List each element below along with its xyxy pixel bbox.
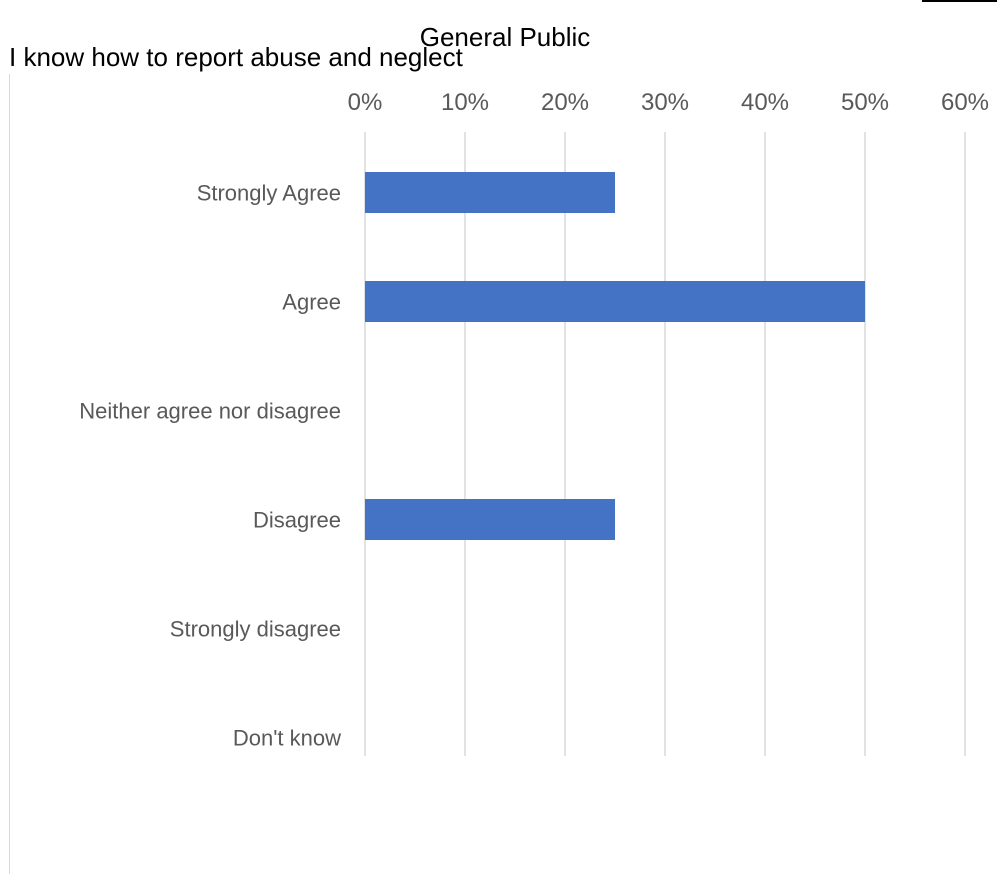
- category-label: Disagree: [253, 508, 341, 533]
- category-labels: Strongly Agree Agree Neither agree nor dis…: [79, 181, 341, 751]
- x-tick-label: 40%: [741, 89, 789, 116]
- category-label: Agree: [282, 290, 341, 315]
- x-tick-label: 50%: [841, 89, 889, 116]
- bar: [365, 172, 615, 213]
- category-label: Strongly disagree: [170, 617, 341, 642]
- x-axis-ticks: 0% 10% 20% 30% 40% 50% 60%: [348, 89, 989, 116]
- chart-subtitle: I know how to report abuse and neglect: [9, 42, 463, 72]
- x-tick-label: 30%: [641, 89, 689, 116]
- gridlines: [364, 132, 966, 756]
- x-tick-label: 20%: [541, 89, 589, 116]
- bars: [365, 172, 865, 540]
- chart-frame: 0% 10% 20% 30% 40% 50% 60% Strongly Agree Agree…: [9, 74, 997, 874]
- bar: [365, 281, 865, 322]
- bar-chart: 0% 10% 20% 30% 40% 50% 60% Strongly Agree Agree…: [79, 89, 989, 756]
- category-label: Neither agree nor disagree: [79, 399, 341, 424]
- category-label: Don't know: [233, 726, 341, 751]
- chart-title: General Public: [419, 22, 591, 52]
- bar: [365, 499, 615, 540]
- x-tick-label: 10%: [441, 89, 489, 116]
- x-tick-label: 0%: [348, 89, 383, 116]
- x-tick-label: 60%: [941, 89, 989, 116]
- category-label: Strongly Agree: [197, 181, 341, 206]
- corner-mark: [922, 0, 997, 2]
